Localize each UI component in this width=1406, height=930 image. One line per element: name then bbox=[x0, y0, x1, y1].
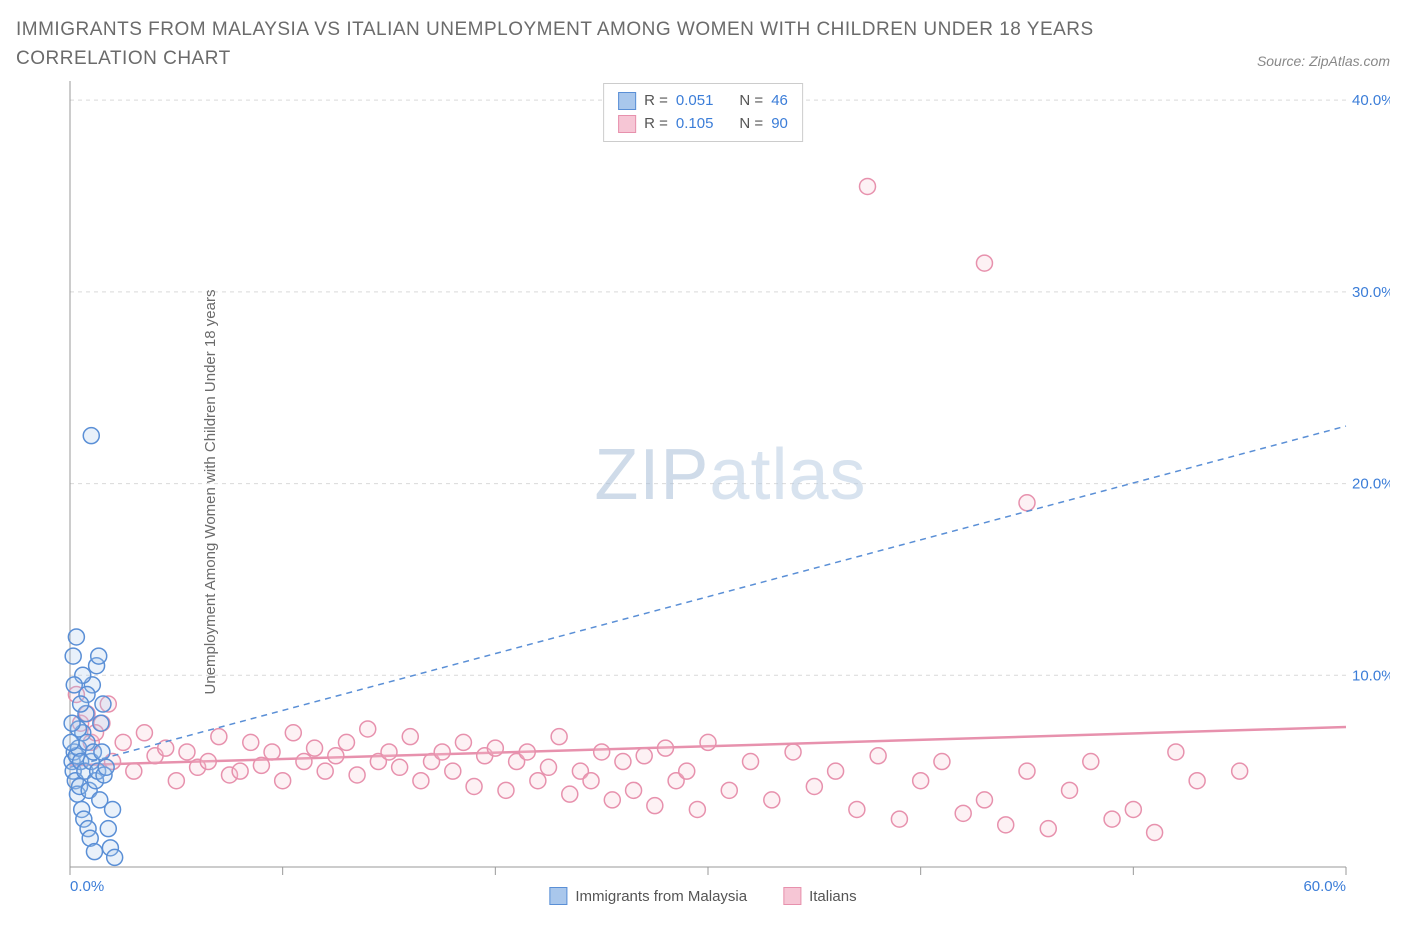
svg-text:0.0%: 0.0% bbox=[70, 878, 104, 895]
stats-legend: R = 0.051 N = 46 R = 0.105 N = 90 bbox=[603, 83, 803, 142]
stats-row-pink: R = 0.105 N = 90 bbox=[618, 113, 788, 136]
stat-r-blue: 0.051 bbox=[676, 90, 714, 113]
stat-r-label: R = bbox=[644, 90, 668, 113]
stat-r-label-2: R = bbox=[644, 113, 668, 136]
stat-n-label: N = bbox=[739, 90, 763, 113]
stats-row-blue: R = 0.051 N = 46 bbox=[618, 90, 788, 113]
stat-n-blue: 46 bbox=[771, 90, 788, 113]
legend-swatch-blue-icon bbox=[549, 887, 567, 905]
swatch-pink-icon bbox=[618, 115, 636, 133]
correlation-chart: IMMIGRANTS FROM MALAYSIA VS ITALIAN UNEM… bbox=[16, 16, 1390, 907]
svg-text:30.0%: 30.0% bbox=[1352, 284, 1390, 301]
swatch-blue-icon bbox=[618, 92, 636, 110]
series-legend: Immigrants from Malaysia Italians bbox=[549, 887, 856, 905]
plot-area: Unemployment Among Women with Children U… bbox=[16, 77, 1390, 907]
title-row: IMMIGRANTS FROM MALAYSIA VS ITALIAN UNEM… bbox=[16, 16, 1390, 73]
y-axis-label: Unemployment Among Women with Children U… bbox=[202, 290, 219, 695]
legend-item-blue: Immigrants from Malaysia bbox=[549, 887, 747, 905]
svg-text:20.0%: 20.0% bbox=[1352, 476, 1390, 493]
chart-svg: 10.0% 20.0% 30.0% 40.0% 0.0% 60.0% bbox=[16, 77, 1390, 907]
svg-text:40.0%: 40.0% bbox=[1352, 92, 1390, 109]
svg-text:60.0%: 60.0% bbox=[1303, 878, 1346, 895]
chart-title: IMMIGRANTS FROM MALAYSIA VS ITALIAN UNEM… bbox=[16, 16, 1116, 73]
stat-n-label-2: N = bbox=[739, 113, 763, 136]
source-label: Source: ZipAtlas.com bbox=[1257, 53, 1390, 73]
legend-item-pink: Italians bbox=[783, 887, 857, 905]
legend-label-blue: Immigrants from Malaysia bbox=[575, 888, 747, 905]
stat-n-pink: 90 bbox=[771, 113, 788, 136]
stat-r-pink: 0.105 bbox=[676, 113, 714, 136]
legend-swatch-pink-icon bbox=[783, 887, 801, 905]
legend-label-pink: Italians bbox=[809, 888, 857, 905]
svg-text:10.0%: 10.0% bbox=[1352, 667, 1390, 684]
